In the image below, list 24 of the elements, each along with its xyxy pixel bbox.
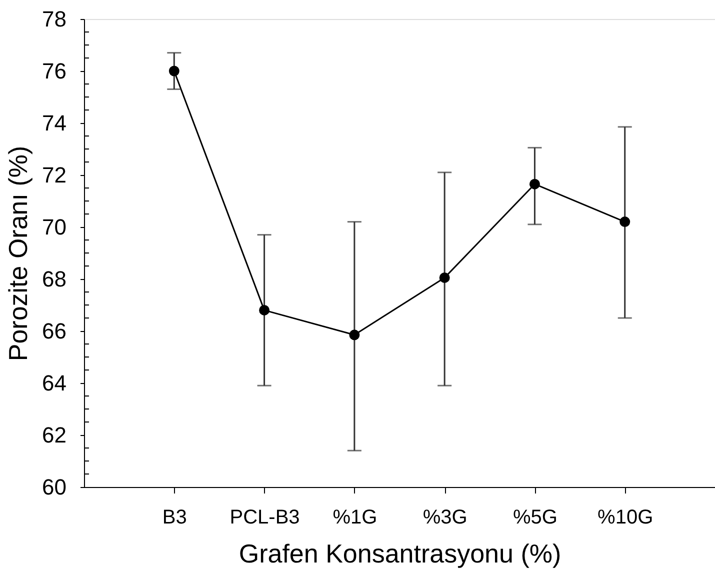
y-tick-label: 72 <box>42 162 66 188</box>
y-tick-label: 66 <box>42 318 66 344</box>
y-tick-label: 60 <box>42 474 66 500</box>
y-tick-label: 64 <box>42 370 66 396</box>
x-tick-label: %3G <box>422 506 468 528</box>
point <box>259 304 270 316</box>
x-tick-label: %1G <box>332 506 378 528</box>
point <box>529 178 540 190</box>
point <box>168 66 180 76</box>
x-tick-label: %10G <box>598 506 654 528</box>
x-tick-label: B3 <box>162 506 187 528</box>
x-tick-label: PCL-B3 <box>230 506 300 528</box>
point <box>439 272 450 283</box>
y-tick-label: 68 <box>42 266 66 292</box>
y-tick-label: 74 <box>42 110 66 136</box>
y-tick-label: 70 <box>42 214 66 240</box>
y-tick-label: 78 <box>42 6 66 32</box>
x-tick-label: %5G <box>512 506 558 528</box>
y-axis-title: Porozite Oranı (%) <box>3 146 34 362</box>
y-tick-label: 76 <box>42 58 66 84</box>
point <box>620 216 630 228</box>
x-axis-title: Grafen Konsantrasyonu (%) <box>238 538 562 568</box>
y-tick-label: 62 <box>42 422 66 448</box>
point <box>349 330 360 340</box>
